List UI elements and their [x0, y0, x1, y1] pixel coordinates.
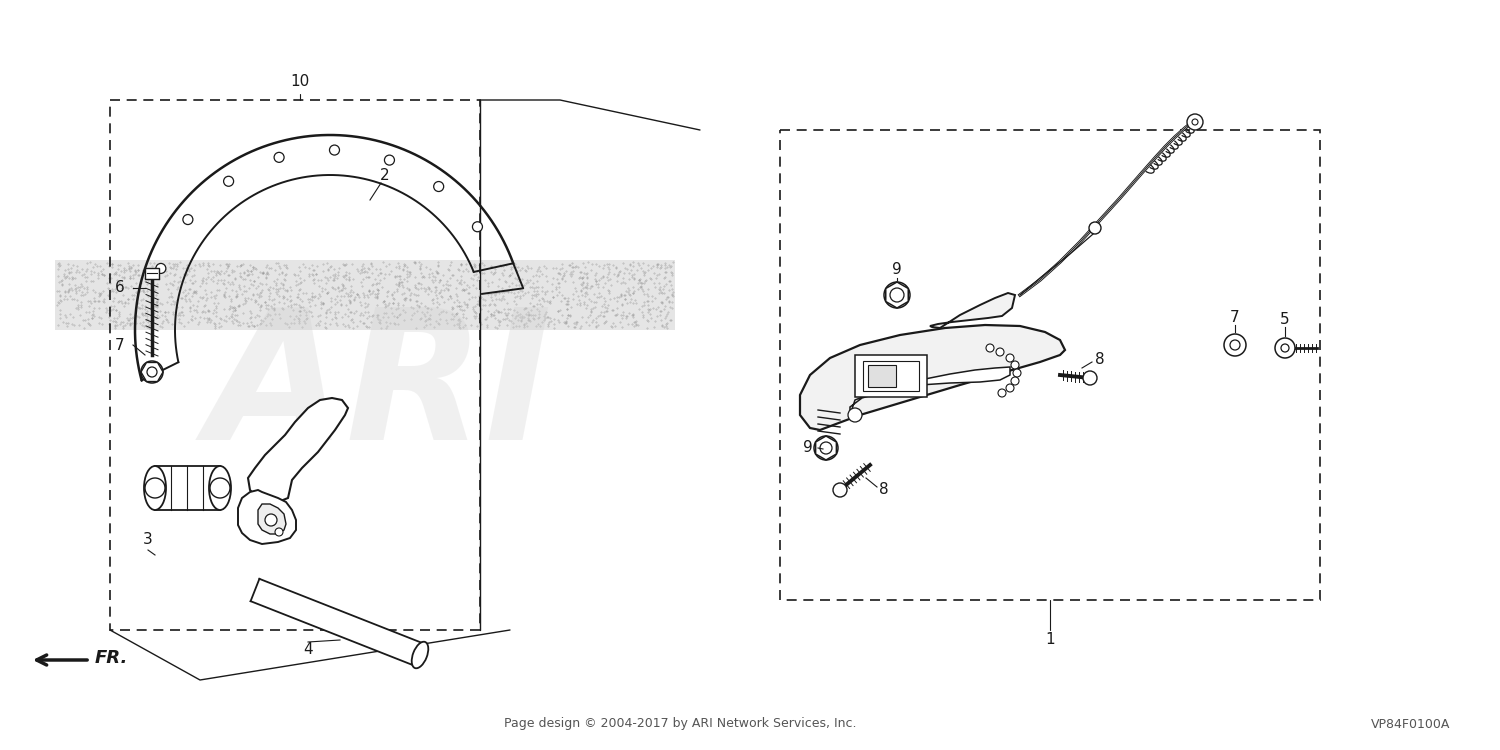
Text: 2: 2 [380, 167, 390, 182]
Circle shape [1186, 114, 1203, 130]
Text: 9: 9 [892, 262, 902, 278]
Circle shape [1013, 369, 1022, 377]
Bar [154, 466, 220, 510]
Circle shape [1192, 119, 1198, 125]
Polygon shape [800, 325, 1065, 430]
Circle shape [210, 478, 230, 498]
Polygon shape [248, 398, 348, 502]
Polygon shape [258, 504, 286, 534]
Circle shape [224, 176, 234, 186]
Circle shape [433, 182, 444, 191]
Circle shape [1007, 384, 1014, 392]
Polygon shape [251, 579, 424, 666]
Circle shape [330, 145, 339, 155]
Circle shape [821, 442, 833, 454]
Circle shape [884, 282, 910, 308]
Circle shape [1281, 344, 1288, 352]
Text: 8: 8 [879, 482, 890, 497]
Polygon shape [141, 362, 164, 382]
Bar [146, 268, 159, 279]
Circle shape [1230, 340, 1240, 350]
Circle shape [1275, 338, 1294, 358]
Bar [56, 260, 675, 330]
Circle shape [147, 367, 158, 377]
Circle shape [156, 263, 166, 274]
Bar [862, 361, 919, 391]
Circle shape [146, 478, 165, 498]
Circle shape [384, 155, 394, 165]
Circle shape [141, 361, 164, 383]
Text: VP84F0100A: VP84F0100A [1371, 718, 1450, 730]
Circle shape [890, 288, 904, 302]
Circle shape [1007, 354, 1014, 362]
Text: 8: 8 [1095, 352, 1106, 368]
Polygon shape [850, 367, 1010, 415]
Polygon shape [930, 293, 1016, 328]
Circle shape [1089, 222, 1101, 234]
Text: FR.: FR. [94, 649, 129, 667]
Bar [110, 100, 480, 630]
Bar [868, 365, 895, 387]
Bar [780, 130, 1320, 600]
Circle shape [847, 408, 862, 422]
Text: 10: 10 [291, 74, 309, 89]
Circle shape [833, 483, 848, 497]
Text: 6: 6 [116, 280, 124, 296]
Text: 5: 5 [1280, 313, 1290, 328]
Ellipse shape [144, 466, 166, 510]
Text: 9: 9 [802, 440, 813, 455]
Circle shape [472, 222, 483, 232]
Polygon shape [238, 490, 296, 544]
Circle shape [183, 214, 194, 224]
Circle shape [1083, 371, 1096, 385]
Text: ARI: ARI [207, 302, 554, 478]
Circle shape [996, 348, 1004, 356]
Circle shape [1224, 334, 1246, 356]
Ellipse shape [411, 642, 429, 668]
Circle shape [986, 344, 994, 352]
Bar [855, 355, 927, 397]
Polygon shape [885, 282, 909, 308]
Circle shape [815, 436, 839, 460]
Text: 4: 4 [303, 643, 313, 658]
Ellipse shape [209, 466, 231, 510]
Circle shape [1011, 377, 1019, 385]
Text: Page design © 2004-2017 by ARI Network Services, Inc.: Page design © 2004-2017 by ARI Network S… [504, 718, 856, 730]
Circle shape [1011, 361, 1019, 369]
Circle shape [266, 514, 278, 526]
Circle shape [274, 152, 284, 162]
Circle shape [998, 389, 1006, 397]
Text: 1: 1 [1046, 632, 1054, 647]
Circle shape [274, 528, 284, 536]
Text: 3: 3 [142, 532, 153, 548]
Text: 7: 7 [116, 338, 124, 352]
Polygon shape [816, 436, 837, 460]
Text: 7: 7 [1230, 310, 1240, 326]
